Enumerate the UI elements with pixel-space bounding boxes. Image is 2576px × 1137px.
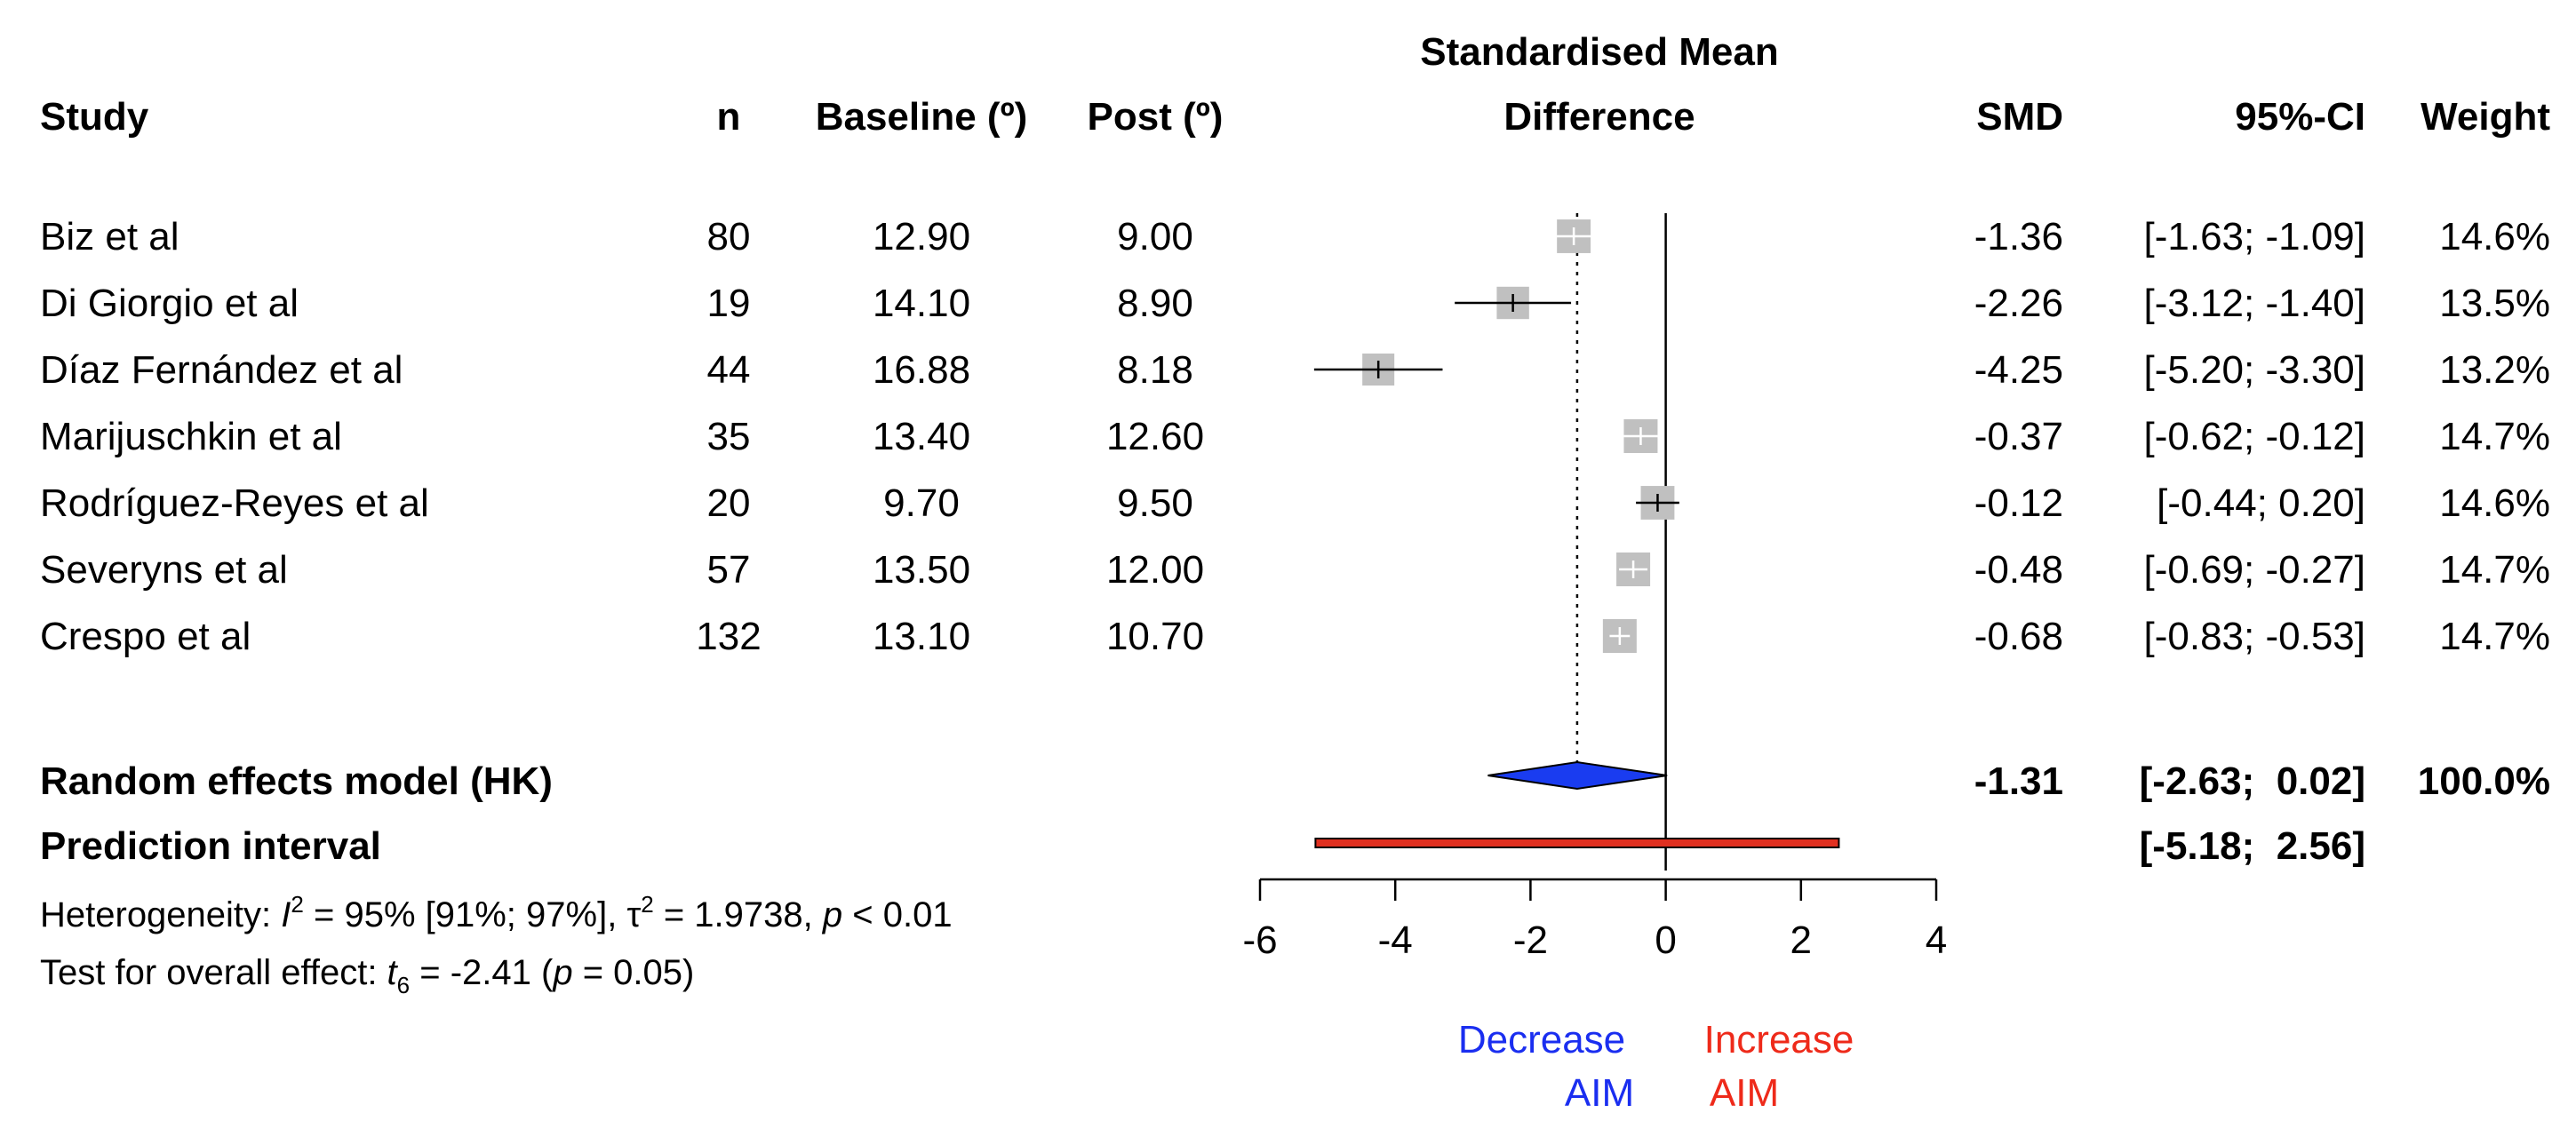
study-n: 20	[707, 481, 751, 525]
random-effects-weight: 100.0%	[2418, 759, 2550, 803]
study-baseline: 16.88	[873, 348, 970, 392]
study-weight: 13.5%	[2439, 282, 2550, 325]
x-axis-tick-label: 4	[1926, 918, 1947, 962]
study-smd: -4.25	[1974, 348, 2063, 392]
study-baseline: 13.50	[873, 548, 970, 592]
study-name: Rodríguez-Reyes et al	[40, 481, 429, 525]
study-ci: [-0.69; -0.27]	[2144, 548, 2365, 592]
header-baseline: Baseline (º)	[816, 95, 1028, 139]
x-axis-tick-label: -6	[1242, 918, 1277, 962]
study-name: Marijuschkin et al	[40, 415, 342, 458]
heterogeneity-p-value: < 0.01	[842, 895, 952, 934]
study-post: 9.50	[1117, 481, 1193, 525]
study-n: 35	[707, 415, 751, 458]
overall-effect-p-value: = 0.05)	[573, 953, 695, 992]
study-rows: Biz et al 80 12.90 9.00 -1.36 [-1.63; -1.09] 1…	[40, 215, 2550, 658]
study-name: Biz et al	[40, 215, 179, 258]
heterogeneity-tau-exp: 2	[641, 891, 653, 918]
study-baseline: 14.10	[873, 282, 970, 325]
overall-effect-p-symbol: p	[552, 953, 572, 992]
study-n: 132	[696, 615, 761, 658]
random-effects-label: Random effects model (HK)	[40, 759, 553, 803]
study-n: 57	[707, 548, 751, 592]
study-baseline: 13.10	[873, 615, 970, 658]
header-ci: 95%-CI	[2235, 95, 2365, 139]
study-n: 19	[707, 282, 751, 325]
study-post: 9.00	[1117, 215, 1193, 258]
random-effects-ci: [-2.63; 0.02]	[2140, 759, 2365, 803]
study-ci: [-0.83; -0.53]	[2144, 615, 2365, 658]
study-ci: [-0.62; -0.12]	[2144, 415, 2365, 458]
decrease-label-line2: AIM	[1565, 1071, 1634, 1115]
overall-effect-text: Test for overall effect: t6 = -2.41 (p =…	[40, 953, 694, 998]
header-study: Study	[40, 95, 149, 139]
increase-label-line2: AIM	[1710, 1071, 1779, 1115]
overall-effect-prefix: Test for overall effect:	[40, 953, 387, 992]
increase-label-line1: Increase	[1704, 1018, 1854, 1061]
heterogeneity-tau-value: = 1.9738,	[654, 895, 823, 934]
study-smd: -2.26	[1974, 282, 2063, 325]
header-plot-title-line1: Standardised Mean	[1420, 30, 1778, 74]
heterogeneity-i2-symbol: I	[281, 895, 291, 934]
study-ci: [-1.63; -1.09]	[2144, 215, 2365, 258]
prediction-interval-ci: [-5.18; 2.56]	[2140, 824, 2365, 868]
x-axis-tick-label: -4	[1378, 918, 1413, 962]
random-effects-smd: -1.31	[1974, 759, 2063, 803]
x-axis-tick-label: 0	[1655, 918, 1676, 962]
overall-effect-t-symbol: t	[387, 953, 399, 992]
x-axis-tick-label: 2	[1790, 918, 1812, 962]
study-post: 12.60	[1106, 415, 1204, 458]
study-smd: -0.37	[1974, 415, 2063, 458]
overall-effect-t-sub: 6	[397, 972, 410, 998]
heterogeneity-i2-value: = 95% [91%; 97%],	[304, 895, 627, 934]
overall-effect-t-value: = -2.41 (	[410, 953, 554, 992]
study-name: Díaz Fernández et al	[40, 348, 403, 392]
study-name: Severyns et al	[40, 548, 288, 592]
study-smd: -0.48	[1974, 548, 2063, 592]
header-smd: SMD	[1976, 95, 2063, 139]
random-effects-diamond	[1487, 760, 1668, 791]
study-ci: [-3.12; -1.40]	[2144, 282, 2365, 325]
study-baseline: 12.90	[873, 215, 970, 258]
study-weight: 14.7%	[2439, 548, 2550, 592]
study-post: 8.18	[1117, 348, 1193, 392]
heterogeneity-tau-symbol: τ	[626, 895, 641, 934]
study-weight: 14.7%	[2439, 615, 2550, 658]
study-smd: -0.68	[1974, 615, 2063, 658]
heterogeneity-p-symbol: p	[822, 895, 842, 934]
study-ci: [-0.44; 0.20]	[2157, 481, 2365, 525]
prediction-interval-bar	[1314, 838, 1840, 848]
header-n: n	[717, 95, 741, 139]
prediction-interval-label: Prediction interval	[40, 824, 381, 868]
x-axis-tick-label: -2	[1513, 918, 1548, 962]
study-baseline: 13.40	[873, 415, 970, 458]
plot-area: -6 -4 -2 0 2 4	[1242, 213, 1947, 962]
study-weight: 13.2%	[2439, 348, 2550, 392]
header-weight: Weight	[2420, 95, 2550, 139]
study-weight: 14.6%	[2439, 215, 2550, 258]
header-post: Post (º)	[1088, 95, 1224, 139]
study-weight: 14.7%	[2439, 415, 2550, 458]
study-n: 44	[707, 348, 751, 392]
study-name: Di Giorgio et al	[40, 282, 299, 325]
decrease-label-line1: Decrease	[1458, 1018, 1625, 1061]
study-name: Crespo et al	[40, 615, 251, 658]
study-weight: 14.6%	[2439, 481, 2550, 525]
study-ci: [-5.20; -3.30]	[2144, 348, 2365, 392]
study-post: 10.70	[1106, 615, 1204, 658]
study-post: 12.00	[1106, 548, 1204, 592]
header-plot-title-line2: Difference	[1503, 95, 1695, 139]
heterogeneity-i2-exp: 2	[291, 891, 303, 918]
study-n: 80	[707, 215, 751, 258]
study-baseline: 9.70	[883, 481, 960, 525]
heterogeneity-prefix: Heterogeneity:	[40, 895, 281, 934]
study-smd: -0.12	[1974, 481, 2063, 525]
heterogeneity-text: Heterogeneity: I2 = 95% [91%; 97%], τ2 =…	[40, 891, 953, 934]
study-post: 8.90	[1117, 282, 1193, 325]
study-smd: -1.36	[1974, 215, 2063, 258]
